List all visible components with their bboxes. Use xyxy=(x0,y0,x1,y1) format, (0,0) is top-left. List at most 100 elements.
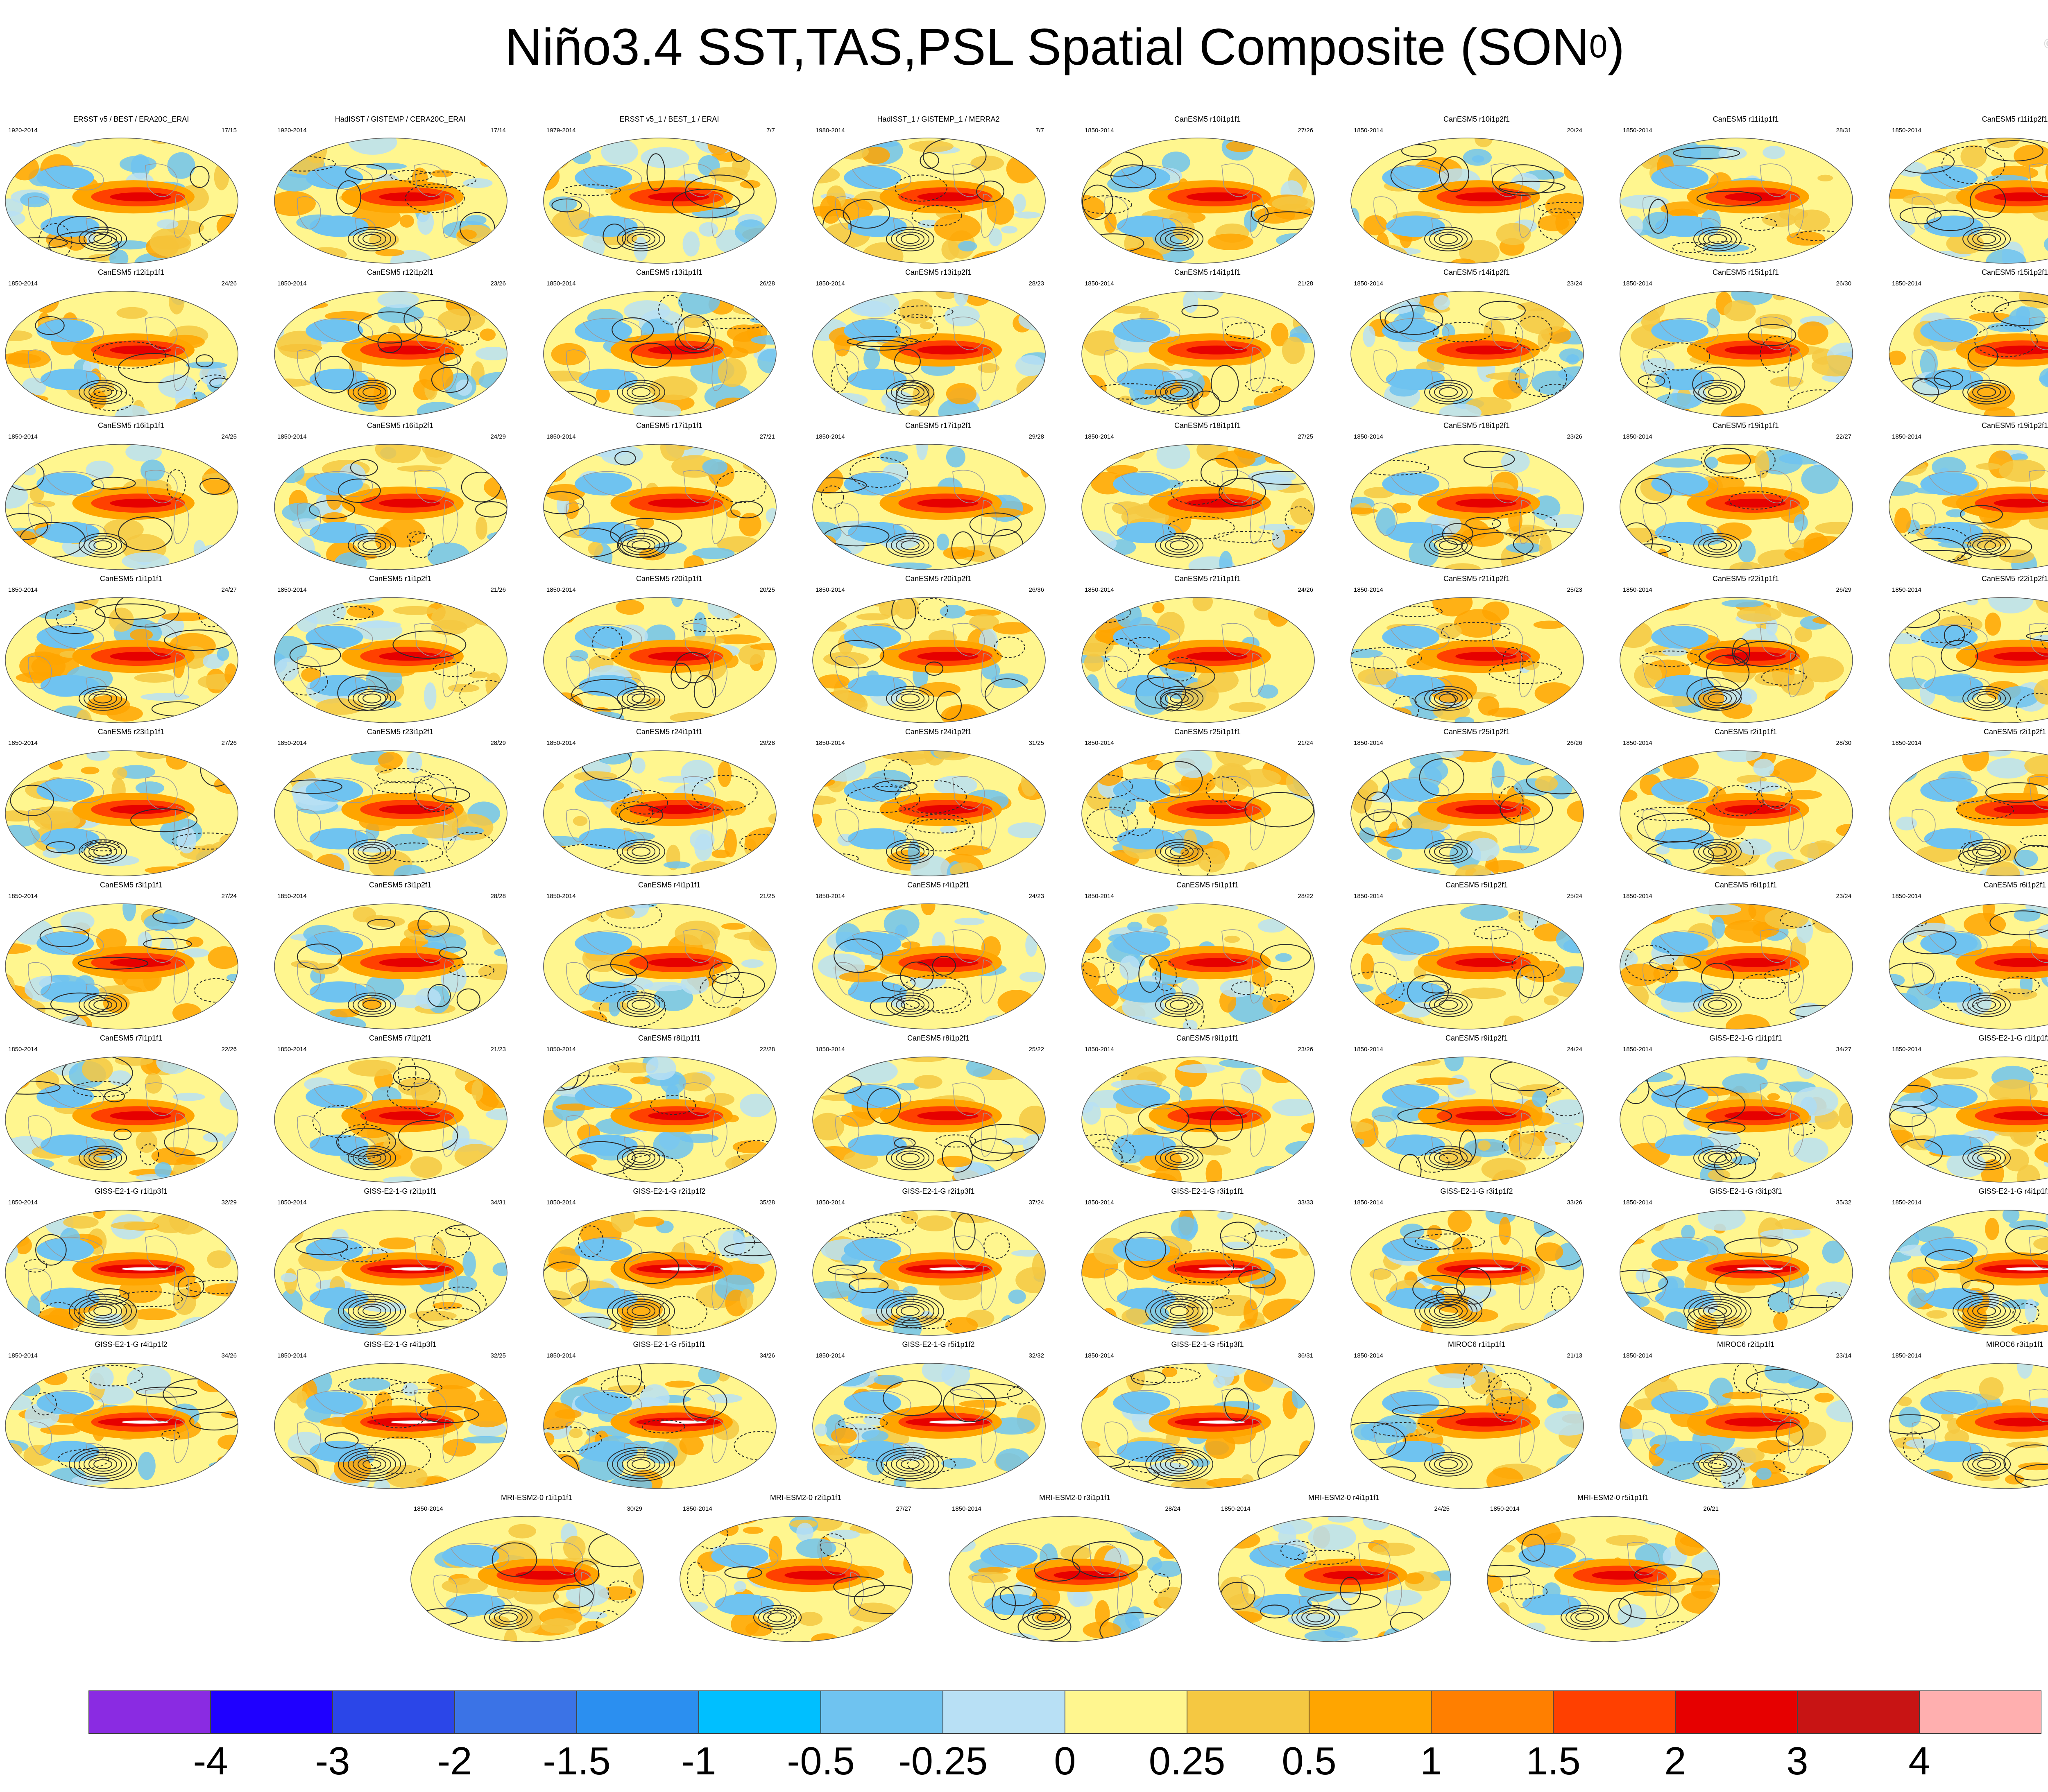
map-panel: CanESM5 r4i1p1f1 1850-2014 21/25 xyxy=(538,880,800,1033)
cool-anomaly xyxy=(1834,444,1853,460)
warm-anomaly xyxy=(2014,145,2048,167)
warm-anomaly xyxy=(1985,612,2001,636)
cool-anomaly xyxy=(1793,1137,1828,1163)
warm-anomaly xyxy=(1799,865,1812,876)
cool-anomaly xyxy=(1518,1544,1576,1568)
psl-contour-positive xyxy=(350,459,378,476)
cool-anomaly xyxy=(1544,1123,1584,1143)
psl-contour-positive xyxy=(632,1153,651,1163)
warm-anomaly xyxy=(166,751,188,770)
psl-contour-positive xyxy=(199,478,230,495)
coastline xyxy=(1104,656,1128,689)
warm-anomaly xyxy=(1455,864,1492,876)
cool-anomaly xyxy=(1260,713,1287,723)
cool-anomaly xyxy=(578,1134,638,1156)
warm-anomaly xyxy=(1838,1103,1853,1128)
panel-title: CanESM5 r17i1p2f1 xyxy=(905,421,972,430)
warm-anomaly xyxy=(1083,1621,1121,1639)
psl-contour-positive xyxy=(84,1148,122,1168)
coastline xyxy=(1928,1237,1988,1263)
map-panel: CanESM5 r18i1p1f1 1850-2014 27/25 xyxy=(1076,420,1339,573)
coastline xyxy=(582,1390,642,1416)
cool-anomaly xyxy=(1732,1156,1758,1165)
panel-period: 1850-2014 xyxy=(1085,433,1114,440)
panel-event-count: 28/29 xyxy=(490,740,506,747)
coastline xyxy=(297,196,321,230)
cool-anomaly xyxy=(156,219,179,229)
warm-anomaly xyxy=(1257,557,1280,569)
psl-contour-positive xyxy=(1703,385,1732,400)
map-svg xyxy=(949,1516,1182,1642)
psl-contour-negative xyxy=(407,531,427,543)
panel-title: GISS-E2-1-G r5i1p1f1 xyxy=(633,1340,706,1349)
cool-anomaly xyxy=(1630,1215,1667,1225)
warm-anomaly xyxy=(936,1156,972,1168)
warm-anomaly xyxy=(721,923,746,930)
map-svg xyxy=(1889,291,2048,417)
map-outline xyxy=(1350,1057,1584,1183)
psl-contour-positive xyxy=(1291,1605,1340,1630)
cool-anomaly xyxy=(813,243,840,259)
warm-anomaly xyxy=(1729,561,1763,570)
composite-map xyxy=(1888,443,2048,571)
psl-contour-positive xyxy=(419,1405,479,1423)
coastline xyxy=(2029,1235,2048,1269)
coastline xyxy=(972,1575,996,1608)
cool-anomaly xyxy=(1437,751,1464,758)
psl-contour-positive xyxy=(1414,690,1456,711)
psl-contour-positive xyxy=(1424,686,1473,711)
cool-anomaly xyxy=(348,138,397,155)
coastline xyxy=(852,471,911,497)
cool-anomaly xyxy=(140,693,190,701)
warm-anomaly xyxy=(2006,1441,2044,1448)
map-outline xyxy=(5,444,238,570)
panel-event-count: 26/36 xyxy=(1029,586,1044,593)
cool-anomaly xyxy=(1266,1477,1287,1486)
cool-anomaly xyxy=(2016,306,2030,322)
composite-map xyxy=(811,1056,1047,1183)
psl-contour-positive xyxy=(1165,844,1194,859)
warm-anomaly xyxy=(715,397,751,414)
cool-anomaly xyxy=(699,222,718,237)
cool-anomaly xyxy=(20,192,49,208)
cool-anomaly xyxy=(1543,1309,1579,1330)
map-panel: GISS-E2-1-G r2i1p3f1 1850-2014 37/24 xyxy=(807,1186,1069,1339)
composite-map xyxy=(1619,903,1854,1030)
cool-anomaly xyxy=(1382,932,1440,955)
psl-contour-positive xyxy=(1224,1387,1249,1422)
cool-anomaly xyxy=(1082,552,1125,563)
panel-period: 1850-2014 xyxy=(1623,1199,1652,1206)
warm-anomaly xyxy=(275,557,293,570)
cool-anomaly xyxy=(1117,981,1176,1003)
warm-anomaly xyxy=(1198,1145,1231,1156)
warm-anomaly xyxy=(547,140,571,169)
warm-anomaly xyxy=(1205,1160,1223,1182)
cool-anomaly xyxy=(1555,966,1584,984)
panel-event-count: 20/24 xyxy=(1567,127,1582,134)
coastline xyxy=(981,1419,997,1463)
warm-anomaly xyxy=(649,376,698,400)
coastline xyxy=(1928,1390,1988,1416)
panel-period: 1850-2014 xyxy=(1623,280,1652,287)
composite-map xyxy=(811,1209,1047,1337)
psl-contour-positive xyxy=(88,691,118,706)
map-svg xyxy=(680,1516,913,1642)
psl-contour-positive xyxy=(617,992,666,1017)
cool-anomaly xyxy=(1705,1131,1741,1153)
panel-period: 1980-2014 xyxy=(816,127,845,134)
warm-anomaly xyxy=(1811,1211,1835,1225)
cool-anomaly xyxy=(274,700,295,708)
cool-anomaly xyxy=(844,1085,902,1108)
psl-contour-positive xyxy=(1138,1103,1189,1134)
psl-contour-positive xyxy=(896,231,925,247)
coastline xyxy=(145,1235,178,1269)
psl-contour-positive xyxy=(617,1145,666,1170)
cool-anomaly xyxy=(1655,1134,1714,1156)
panel-period: 1850-2014 xyxy=(816,280,845,287)
psl-contour-positive xyxy=(492,1542,537,1577)
cool-anomaly xyxy=(996,1448,1030,1472)
coastline xyxy=(1760,317,1792,350)
cool-anomaly xyxy=(1382,166,1440,189)
cool-anomaly xyxy=(1716,751,1763,762)
